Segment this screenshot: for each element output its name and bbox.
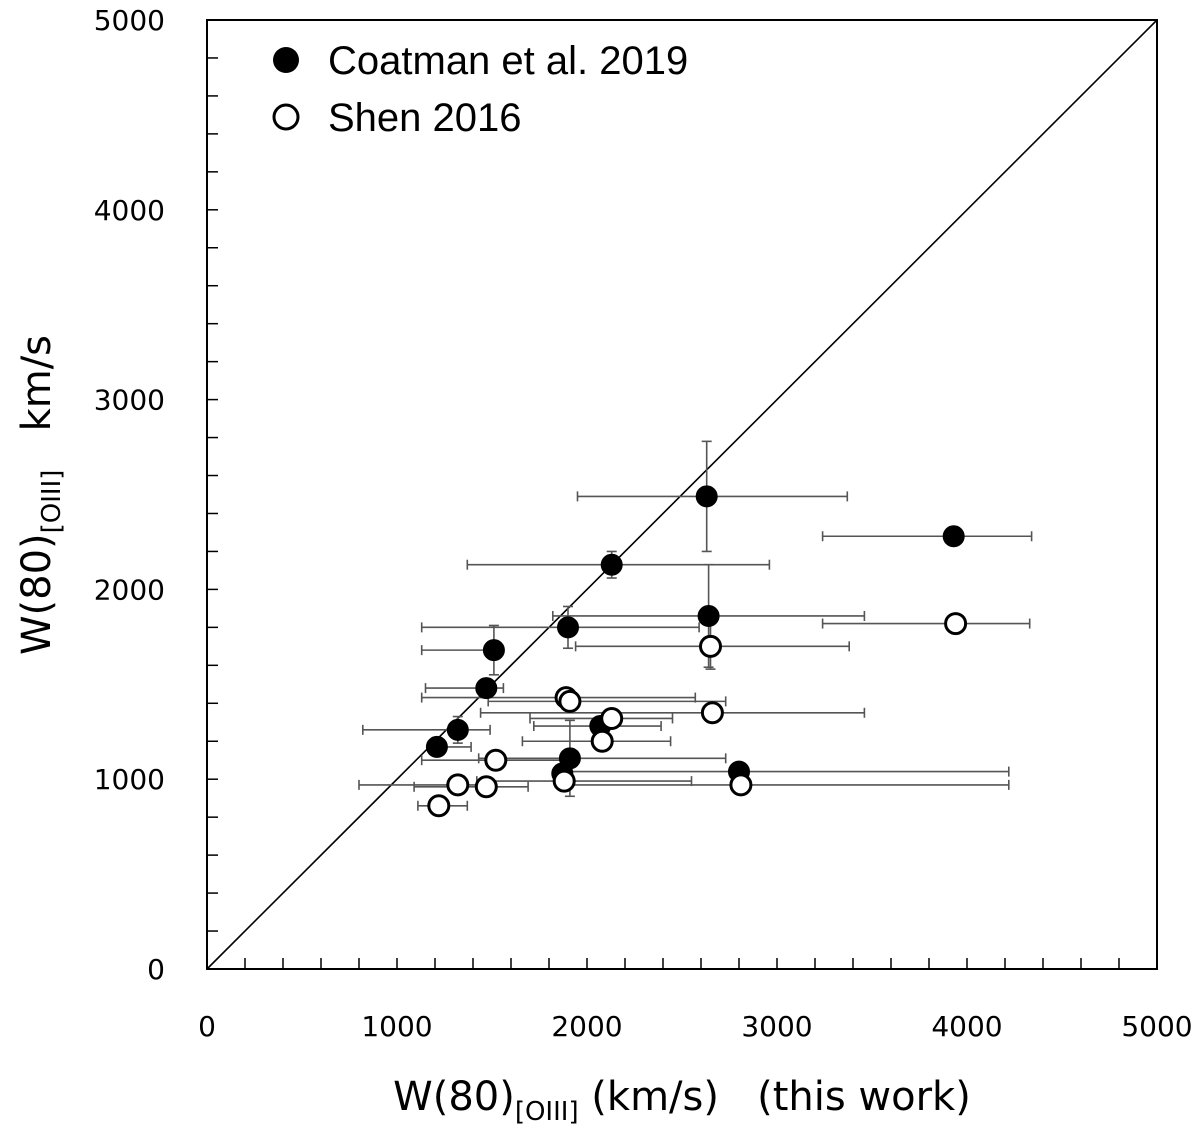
point-coatman — [446, 718, 469, 741]
point-coatman — [475, 677, 498, 700]
x-tick-label: 5000 — [1121, 1010, 1192, 1043]
x-tick-label: 3000 — [741, 1010, 812, 1043]
y-tick-label: 3000 — [94, 384, 165, 417]
point-shen — [552, 769, 576, 793]
point-coatman — [557, 616, 579, 639]
point-coatman — [425, 735, 448, 758]
y-tick-label: 4000 — [94, 194, 165, 227]
x-tick-label: 0 — [198, 1010, 216, 1043]
point-shen — [729, 773, 753, 797]
identity-line — [206, 19, 1158, 970]
error-bars — [358, 440, 1033, 811]
point-shen — [558, 689, 582, 713]
legend: Coatman et al. 2019 Shen 2016 — [272, 39, 688, 140]
point-shen — [600, 706, 624, 730]
point-shen — [699, 634, 722, 658]
y-tick-labels: 0 1000 2000 3000 4000 5000 — [94, 4, 165, 986]
x-tick-labels: 0 1000 2000 3000 4000 5000 — [198, 1010, 1193, 1043]
point-shen — [474, 775, 498, 799]
point-shen — [484, 748, 508, 772]
legend-label: Shen 2016 — [328, 96, 522, 140]
x-tick-label: 2000 — [551, 1010, 622, 1043]
legend-marker-shen — [272, 103, 300, 131]
point-shen — [590, 729, 614, 753]
y-tick-label: 0 — [147, 953, 165, 986]
legend-marker-coatman — [273, 47, 299, 73]
point-shen — [427, 794, 451, 818]
point-coatman — [697, 604, 720, 627]
x-tick-label: 1000 — [361, 1010, 432, 1043]
x-tick-label: 4000 — [931, 1010, 1002, 1043]
y-tick-label: 2000 — [94, 573, 165, 606]
x-axis-label: W(80)[OIII] (km/s) (this work) — [393, 1074, 971, 1127]
y-tick-label: 5000 — [94, 4, 165, 37]
data-markers — [425, 485, 968, 818]
point-coatman — [942, 525, 965, 548]
point-shen — [944, 612, 968, 636]
point-shen — [446, 773, 470, 797]
legend-label: Coatman et al. 2019 — [328, 39, 688, 83]
minor-ticks — [207, 57, 1120, 969]
point-coatman — [600, 553, 623, 576]
y-axis-label: W(80)[OIII] km/s — [14, 335, 67, 655]
point-coatman — [695, 485, 718, 508]
point-coatman — [482, 639, 505, 662]
point-shen — [700, 701, 724, 725]
y-tick-label: 1000 — [94, 763, 165, 796]
